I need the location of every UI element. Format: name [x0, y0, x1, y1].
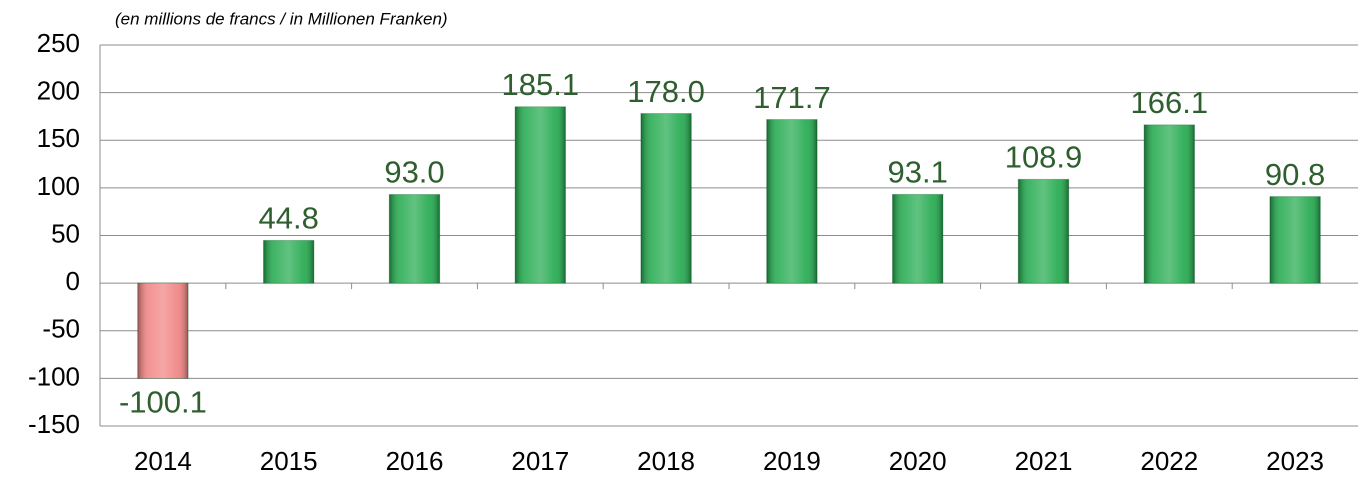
value-label: 185.1: [502, 67, 580, 102]
x-tick-label: 2016: [386, 446, 444, 476]
y-tick-label: 200: [37, 76, 80, 106]
x-tick-label: 2014: [134, 446, 192, 476]
value-label: 178.0: [627, 74, 705, 109]
x-tick-label: 2022: [1140, 446, 1198, 476]
bar-shine: [1018, 179, 1069, 284]
value-label: 93.0: [384, 155, 444, 190]
bar-shine: [263, 240, 314, 284]
y-tick-label: 150: [37, 123, 80, 153]
y-tick-label: 0: [66, 266, 80, 296]
x-tick-label: 2020: [889, 446, 947, 476]
y-tick-label: 100: [37, 171, 80, 201]
subtitle: (en millions de francs / in Millionen Fr…: [115, 9, 448, 28]
bar-shine: [1144, 124, 1195, 284]
bar-shine: [389, 194, 440, 284]
value-label: 171.7: [753, 80, 831, 115]
y-tick-label: -150: [28, 409, 80, 439]
bar-shine: [515, 106, 566, 284]
bar-shine: [137, 283, 189, 379]
y-tick-label: -50: [42, 314, 80, 344]
value-label: -100.1: [119, 385, 207, 420]
value-label: 166.1: [1131, 85, 1209, 120]
x-tick-label: 2018: [637, 446, 695, 476]
value-label: 108.9: [1005, 140, 1083, 175]
bar-shine: [766, 119, 818, 284]
bar-shine: [1269, 196, 1321, 284]
y-tick-label: -100: [28, 361, 80, 391]
x-tick-label: 2019: [763, 446, 821, 476]
x-tick-label: 2017: [511, 446, 569, 476]
value-label: 93.1: [888, 155, 948, 190]
value-label: 90.8: [1265, 157, 1325, 192]
x-tick-label: 2023: [1266, 446, 1324, 476]
bar-shine: [640, 113, 692, 284]
x-tick-label: 2021: [1015, 446, 1073, 476]
bar-shine: [892, 194, 943, 284]
x-tick-label: 2015: [260, 446, 318, 476]
y-tick-label: 50: [51, 218, 80, 248]
y-tick-label: 250: [37, 28, 80, 58]
value-label: 44.8: [259, 201, 319, 236]
